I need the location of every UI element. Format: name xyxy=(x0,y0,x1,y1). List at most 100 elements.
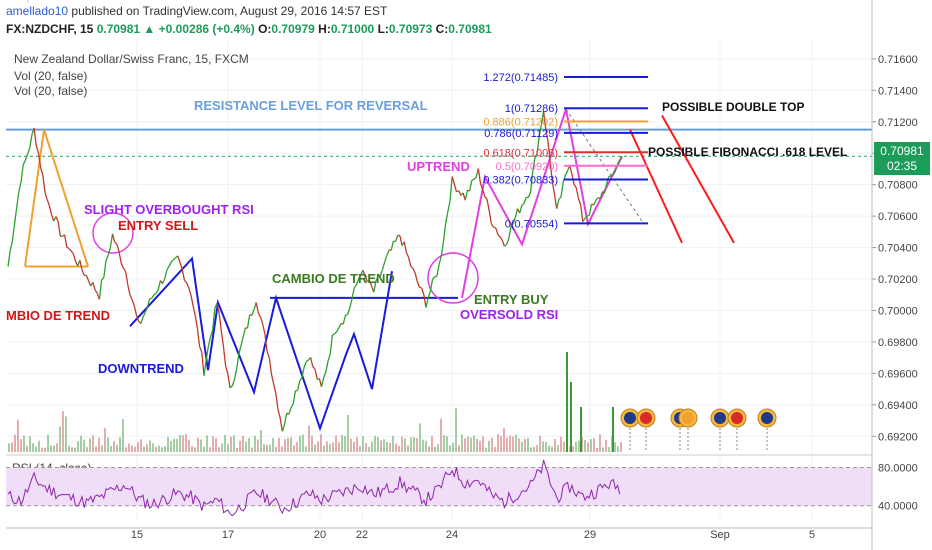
volume-bar xyxy=(260,430,262,452)
volume-bar xyxy=(185,434,187,452)
volume-bar xyxy=(377,437,379,452)
volume-bar xyxy=(533,447,535,452)
author-link[interactable]: amellado10 xyxy=(6,4,69,18)
volume-bar xyxy=(593,438,595,452)
volume-bar xyxy=(194,447,196,452)
x-tick-label: 20 xyxy=(314,529,326,541)
fibonacci-levels: 1.272(0.71485)1(0.71286)0.886(0.71202)0.… xyxy=(483,72,648,230)
volume-bar xyxy=(515,434,517,452)
volume-bar xyxy=(164,446,166,452)
price-segment xyxy=(617,159,621,165)
price-segment xyxy=(355,278,360,286)
price-segment xyxy=(588,204,593,216)
volume-bar xyxy=(437,444,439,452)
low-value: 0.70973 xyxy=(388,22,433,36)
price-segment xyxy=(436,264,440,277)
volume-bar xyxy=(602,447,604,452)
price-segment xyxy=(242,327,246,338)
price-segment xyxy=(510,223,514,227)
price-segment xyxy=(591,203,594,206)
price-segment xyxy=(549,161,553,182)
price-segment xyxy=(55,216,59,222)
price-segment xyxy=(519,205,523,214)
volume-bar xyxy=(566,352,568,452)
volume-indicator-2[interactable]: Vol (20, false) xyxy=(14,84,88,98)
volume-bar xyxy=(371,441,373,452)
volume-bar xyxy=(26,445,28,452)
volume-bar xyxy=(503,427,505,452)
volume-bar xyxy=(113,441,115,452)
flag-icon xyxy=(714,412,726,424)
price-segment xyxy=(29,134,33,148)
price-segment xyxy=(501,239,506,247)
volume-bar xyxy=(269,444,271,452)
volume-bar xyxy=(272,438,274,452)
volume-bar xyxy=(122,418,124,452)
volume-bar xyxy=(167,436,169,452)
price-segment xyxy=(166,265,170,271)
event-markers[interactable] xyxy=(620,408,777,452)
publish-line: amellado10 published on TradingView.com,… xyxy=(6,4,387,18)
volume-bar xyxy=(527,438,529,452)
volume-bar xyxy=(506,437,508,452)
price-segment xyxy=(521,202,525,207)
price-badge: 0.70981 02:35 xyxy=(874,142,930,175)
volume-bar xyxy=(386,442,388,452)
price-segment xyxy=(560,182,564,198)
price-segment xyxy=(438,255,442,265)
rsi-level-label: 80.0000 xyxy=(878,463,918,475)
price-segment xyxy=(349,298,353,309)
volume-bar xyxy=(281,446,283,452)
price-segment xyxy=(612,170,617,176)
price-segment xyxy=(458,190,462,196)
price-segment xyxy=(257,312,262,318)
price-segment xyxy=(325,360,329,372)
price-segment xyxy=(212,308,216,330)
volume-bar xyxy=(59,426,61,452)
volume-bar xyxy=(359,446,361,452)
price-segment xyxy=(209,329,214,338)
volume-bar xyxy=(580,407,582,452)
price-segment xyxy=(262,323,266,335)
price-segment xyxy=(573,184,577,189)
price-segment xyxy=(534,153,538,159)
price-segment xyxy=(595,197,599,201)
volume-bar xyxy=(413,437,415,452)
volume-bar xyxy=(341,435,343,452)
price-segment xyxy=(157,280,162,290)
volume-indicator-1[interactable]: Vol (20, false) xyxy=(14,69,88,83)
price-segment xyxy=(233,369,238,380)
volume-bar xyxy=(161,447,163,452)
volume-bar xyxy=(110,446,112,452)
symbol: FX:NZDCHF, 15 xyxy=(6,22,94,36)
price-segment xyxy=(364,275,368,282)
volume-bar xyxy=(101,445,103,452)
price-segment xyxy=(105,254,109,261)
volume-bar xyxy=(323,445,325,452)
price-segment xyxy=(318,378,323,387)
volume-bar xyxy=(425,440,427,452)
volume-bar xyxy=(458,445,460,452)
volume-bar xyxy=(398,445,400,452)
volume-bar xyxy=(440,418,442,452)
y-tick-label: 0.70200 xyxy=(878,274,918,286)
volume-bar xyxy=(518,438,520,452)
volume-bar xyxy=(158,445,160,452)
volume-bar xyxy=(416,438,418,452)
volume-bar xyxy=(353,441,355,452)
price-segment xyxy=(162,278,166,284)
price-segment xyxy=(432,276,436,280)
volume-bar xyxy=(251,447,253,452)
fib-label: 0.618(0.71006) xyxy=(483,147,558,159)
volume-bar xyxy=(20,439,22,452)
price-segment xyxy=(111,233,116,243)
volume-bar xyxy=(410,437,412,452)
volume-bar xyxy=(284,439,286,452)
price-segment xyxy=(22,159,26,166)
volume-bar xyxy=(275,447,277,452)
price-segment xyxy=(407,257,412,267)
volume-bar xyxy=(74,447,76,452)
price-segment xyxy=(164,269,168,279)
price-segment xyxy=(545,129,549,142)
